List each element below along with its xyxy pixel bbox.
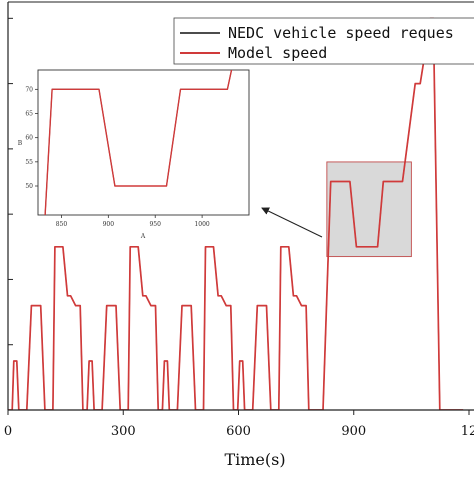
x-tick-label: 600	[226, 424, 251, 439]
inset-y-label: B	[18, 140, 23, 147]
x-tick-label: 900	[341, 424, 366, 439]
inset-chart: 850 900 950 1000 50 55 60 65 70 A B	[18, 69, 250, 240]
inset-frame	[37, 69, 250, 216]
x-tick-label: 300	[111, 424, 136, 439]
legend-label-nedc: NEDC vehicle speed reques	[228, 24, 454, 42]
inset-x-tick-label: 1000	[194, 221, 209, 228]
inset-y-tick-label: 50	[25, 183, 33, 190]
inset-y-tick-label: 70	[25, 86, 33, 93]
legend-box	[173, 17, 474, 65]
inset-y-tick-label: 65	[25, 111, 33, 118]
inset-y-tick-label: 60	[25, 135, 33, 142]
inset-x-tick-label: 900	[103, 221, 115, 228]
x-tick-label: 12	[461, 424, 474, 439]
x-axis-label: Time(s)	[224, 450, 285, 469]
legend-label-model: Model speed	[228, 44, 327, 62]
zoom-arrow	[261, 207, 323, 238]
series-line-1	[8, 17, 464, 410]
legend: NEDC vehicle speed reques Model speed	[173, 17, 474, 65]
inset-y-tick-label: 55	[25, 159, 33, 166]
zoom-highlight-region	[326, 161, 412, 258]
inset-x-label: A	[140, 233, 146, 240]
inset-x-tick-label: 850	[56, 221, 68, 228]
x-tick-label: 0	[4, 424, 12, 439]
inset-x-tick-label: 950	[149, 221, 161, 228]
